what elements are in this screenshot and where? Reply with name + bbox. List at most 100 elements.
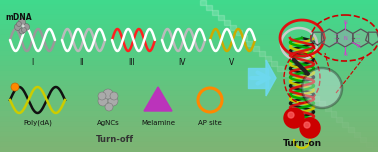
Circle shape [11,83,19,91]
Text: N: N [343,36,347,40]
Bar [0,25,378,30]
Bar [0,106,378,111]
Bar [372,147,378,152]
Bar [218,15,224,20]
Bar [0,10,378,15]
Polygon shape [321,29,337,47]
Bar [0,127,378,132]
Text: Poly(dA): Poly(dA) [23,120,53,126]
Circle shape [17,21,22,26]
Circle shape [22,25,24,27]
Bar [301,86,307,91]
Bar [0,91,378,96]
Circle shape [22,28,26,33]
Bar [0,20,378,25]
Polygon shape [353,29,369,47]
Bar [206,5,212,10]
Bar [336,117,342,122]
Circle shape [19,19,25,26]
Bar [0,61,378,66]
Bar [366,142,372,147]
Bar [212,10,218,15]
Circle shape [19,28,25,34]
Bar [354,132,360,137]
Bar [271,61,277,66]
Bar [0,132,378,137]
Text: III: III [129,58,135,67]
Bar [0,15,378,20]
Circle shape [98,92,106,100]
Circle shape [110,92,118,100]
Bar [0,30,378,35]
Circle shape [103,89,113,99]
Bar [259,51,265,56]
Bar [230,25,235,30]
Bar [0,41,378,46]
Circle shape [304,122,310,128]
Bar [0,111,378,117]
Text: N: N [343,52,347,57]
Circle shape [98,96,108,106]
Bar [0,76,378,81]
Text: II: II [80,58,84,67]
Bar [0,71,378,76]
Bar [0,66,378,71]
Text: N: N [357,43,361,48]
Polygon shape [144,87,172,111]
Bar [325,106,330,111]
Bar [313,96,319,101]
Circle shape [105,103,113,111]
Bar [265,56,271,61]
Polygon shape [337,29,353,47]
Bar [0,122,378,127]
Text: Turn-on: Turn-on [282,139,322,148]
Bar [0,0,378,5]
Bar [0,137,378,142]
Bar [342,122,349,127]
Text: I: I [31,58,33,67]
Bar [253,46,259,51]
Text: IV: IV [178,58,186,67]
Polygon shape [266,60,276,96]
Polygon shape [366,32,378,45]
Circle shape [288,112,294,118]
Bar [0,101,378,106]
Text: Turn-off: Turn-off [96,135,134,144]
Bar [248,41,253,46]
Bar [235,30,242,35]
Bar [0,96,378,101]
Bar [224,20,230,25]
Bar [0,5,378,10]
Bar [200,0,206,5]
Bar [0,51,378,56]
Bar [0,147,378,152]
Circle shape [284,108,304,128]
Circle shape [108,96,118,106]
Circle shape [14,24,22,31]
Bar [0,142,378,147]
Text: V: V [229,58,235,67]
Bar [319,101,325,106]
Text: Melamine: Melamine [141,120,175,126]
Bar [349,127,354,132]
Bar [289,76,295,81]
Bar [242,35,248,41]
Bar [283,71,289,76]
Bar [0,86,378,91]
Bar [0,56,378,61]
Bar [0,81,378,86]
Bar [0,117,378,122]
Bar [295,81,301,86]
Bar [277,66,283,71]
Bar [330,111,336,117]
Bar [0,46,378,51]
Text: AP site: AP site [198,120,222,126]
Polygon shape [311,32,324,45]
Bar [0,35,378,41]
Text: mDNA: mDNA [5,13,32,22]
Bar [307,91,313,96]
Circle shape [300,118,320,138]
Text: N: N [343,19,347,24]
Circle shape [23,24,29,31]
Text: AgNCs: AgNCs [97,120,119,126]
